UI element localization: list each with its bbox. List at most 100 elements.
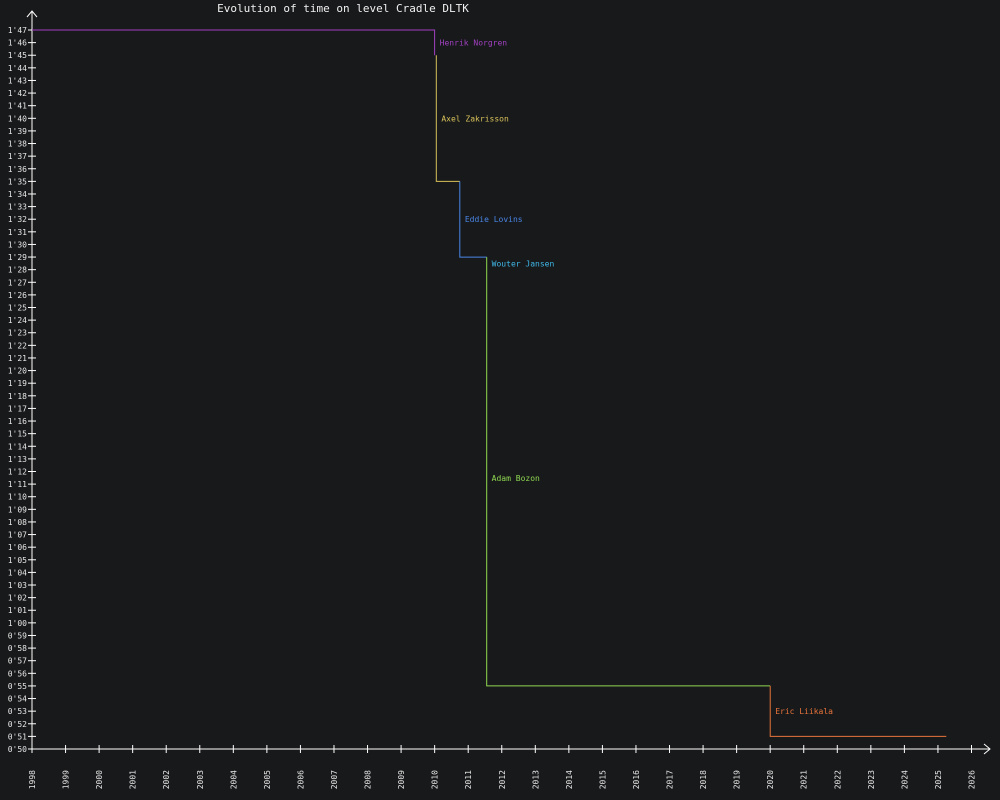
- y-tick-label: 0'53: [8, 707, 27, 716]
- x-tick-label: 2003: [196, 770, 205, 789]
- y-tick-label: 1'13: [8, 455, 27, 464]
- series-label: Wouter Jansen: [492, 259, 555, 268]
- x-ticks: 1998 1999 2000 2001 2002 2003 2004 2005 2006 2007…: [28, 745, 977, 789]
- x-tick-label: 2000: [95, 770, 104, 789]
- y-tick-label: 1'25: [8, 304, 27, 313]
- series-label: Axel Zakrisson: [441, 114, 509, 123]
- y-tick-label: 1'12: [8, 467, 27, 476]
- y-tick-label: 1'21: [8, 354, 27, 363]
- series-line: [435, 55, 460, 182]
- y-tick-label: 1'00: [8, 619, 27, 628]
- y-tick-label: 1'02: [8, 594, 27, 603]
- y-tick-label: 1'42: [8, 89, 27, 98]
- x-tick-label: 2021: [800, 770, 809, 789]
- x-tick-label: 1998: [28, 770, 37, 789]
- y-tick-label: 0'59: [8, 631, 27, 640]
- y-axis-arrow: [26, 10, 38, 18]
- x-tick-label: 2008: [364, 770, 373, 789]
- series-line: [32, 29, 436, 56]
- y-tick-label: 1'28: [8, 266, 27, 275]
- x-tick-label: 2004: [229, 770, 238, 789]
- x-tick-label: 2012: [498, 770, 507, 789]
- y-tick-label: 1'16: [8, 417, 27, 426]
- series-labels: Henrik Norgren Axel Zakrisson Eddie Lovins…: [440, 39, 834, 717]
- y-tick-label: 1'38: [8, 140, 27, 149]
- y-tick-label: 1'44: [8, 64, 27, 73]
- y-tick-label: 0'54: [8, 695, 27, 704]
- y-tick-label: 0'51: [8, 732, 27, 741]
- series-label: Eric Liikala: [775, 707, 833, 716]
- y-tick-label: 1'43: [8, 76, 27, 85]
- y-tick-label: 1'39: [8, 127, 27, 136]
- y-tick-label: 1'24: [8, 316, 27, 325]
- y-tick-label: 1'07: [8, 531, 27, 540]
- y-tick-label: 1'14: [8, 442, 27, 451]
- x-tick-label: 2025: [934, 770, 943, 789]
- y-tick-label: 1'19: [8, 379, 27, 388]
- y-tick-label: 1'35: [8, 177, 27, 186]
- y-tick-label: 1'01: [8, 606, 27, 615]
- y-ticks: 0'50 0'51 0'52 0'53 0'54 0'55 0'56 0'57 0'58 0'59…: [8, 26, 36, 754]
- y-tick-label: 1'05: [8, 556, 27, 565]
- x-tick-label: 2019: [733, 770, 742, 789]
- y-tick-label: 1'15: [8, 430, 27, 439]
- x-tick-label: 2011: [464, 770, 473, 789]
- y-tick-label: 1'04: [8, 568, 27, 577]
- series-label: Eddie Lovins: [465, 215, 523, 224]
- y-tick-label: 1'26: [8, 291, 27, 300]
- x-tick-label: 2007: [330, 770, 339, 789]
- y-tick-label: 1'41: [8, 102, 27, 111]
- x-tick-label: 2014: [565, 770, 574, 789]
- series-lines: [32, 29, 947, 737]
- x-tick-label: 2009: [397, 770, 406, 789]
- y-tick-label: 1'10: [8, 493, 27, 502]
- y-tick-label: 1'31: [8, 228, 27, 237]
- y-tick-label: 1'03: [8, 581, 27, 590]
- x-tick-label: 2015: [598, 770, 607, 789]
- series-label: Adam Bozon: [492, 474, 540, 483]
- y-tick-label: 1'46: [8, 39, 27, 48]
- y-tick-label: 1'06: [8, 543, 27, 552]
- y-tick-label: 1'32: [8, 215, 27, 224]
- y-tick-label: 1'34: [8, 190, 27, 199]
- y-tick-label: 0'58: [8, 644, 27, 653]
- y-tick-label: 1'20: [8, 367, 27, 376]
- y-tick-label: 1'30: [8, 240, 27, 249]
- y-tick-label: 1'11: [8, 480, 27, 489]
- y-tick-label: 0'56: [8, 669, 27, 678]
- x-tick-label: 2017: [666, 770, 675, 789]
- x-axis-arrow: [983, 743, 991, 755]
- x-tick-label: 1999: [62, 770, 71, 789]
- y-tick-label: 1'09: [8, 505, 27, 514]
- x-tick-label: 2006: [296, 770, 305, 789]
- series-line: [459, 181, 487, 258]
- y-tick-label: 1'17: [8, 404, 27, 413]
- x-tick-label: 2016: [632, 770, 641, 789]
- axes: [26, 10, 991, 755]
- y-tick-label: 1'45: [8, 51, 27, 60]
- x-tick-label: 2018: [699, 770, 708, 789]
- x-tick-label: 2024: [900, 770, 909, 789]
- y-tick-label: 1'37: [8, 152, 27, 161]
- x-tick-label: 2001: [129, 770, 138, 789]
- y-tick-label: 1'27: [8, 278, 27, 287]
- y-tick-label: 0'52: [8, 720, 27, 729]
- y-tick-label: 1'36: [8, 165, 27, 174]
- x-tick-label: 2022: [833, 770, 842, 789]
- y-tick-label: 0'57: [8, 657, 27, 666]
- y-tick-label: 1'40: [8, 114, 27, 123]
- y-tick-label: 1'22: [8, 341, 27, 350]
- y-tick-label: 1'18: [8, 392, 27, 401]
- series-line: [769, 685, 947, 737]
- y-tick-label: 1'47: [8, 26, 27, 35]
- x-tick-label: 2010: [431, 770, 440, 789]
- y-tick-label: 1'08: [8, 518, 27, 527]
- x-tick-label: 2013: [531, 770, 540, 789]
- y-tick-label: 1'29: [8, 253, 27, 262]
- x-tick-label: 2020: [766, 770, 775, 789]
- x-tick-label: 2023: [867, 770, 876, 789]
- series-line: [486, 257, 771, 687]
- series-label: Henrik Norgren: [440, 39, 508, 48]
- x-tick-label: 2005: [263, 770, 272, 789]
